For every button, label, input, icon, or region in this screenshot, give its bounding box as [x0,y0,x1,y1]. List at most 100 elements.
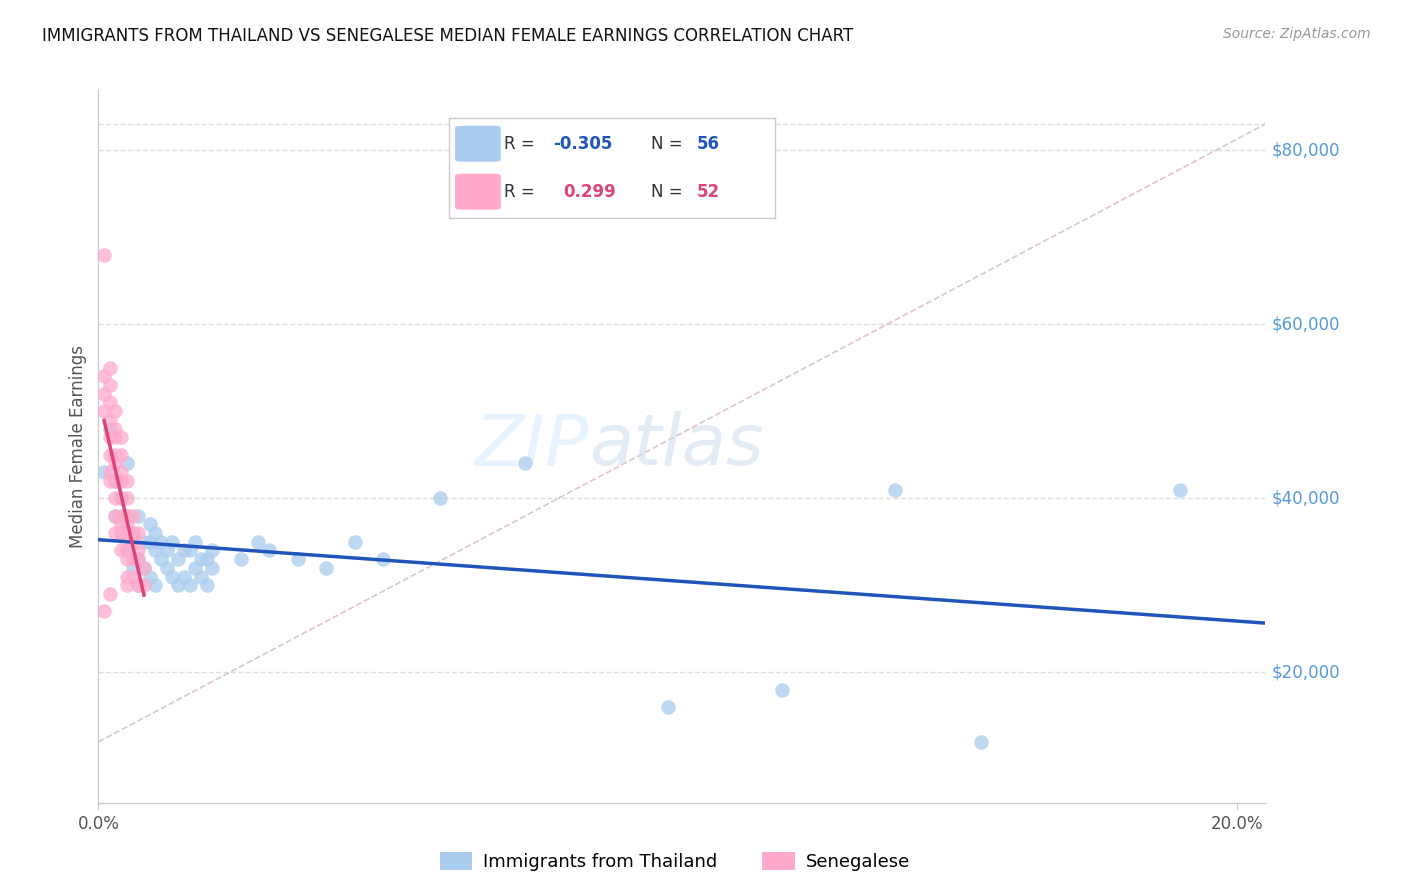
Point [110,526,132,541]
Point [121,526,143,541]
Point [179,578,201,592]
Point [257,543,280,558]
Y-axis label: Median Female Earnings: Median Female Earnings [69,344,87,548]
Point [1168,483,1191,497]
Point [173,569,195,583]
Point [115,578,138,592]
Point [138,569,160,583]
Point [115,508,138,523]
Point [115,474,138,488]
Point [884,483,907,497]
Point [190,569,212,583]
Text: $60,000: $60,000 [1271,315,1340,334]
Point [150,552,173,566]
Point [167,578,190,592]
Point [195,552,218,566]
Point [315,561,337,575]
Point [770,682,793,697]
Point [104,457,127,471]
Point [115,552,138,566]
Point [173,543,195,558]
Point [343,534,366,549]
Point [104,421,127,435]
Point [93,604,115,618]
Point [110,543,132,558]
Point [104,508,127,523]
Point [121,569,143,583]
Point [98,474,121,488]
Legend: Immigrants from Thailand, Senegalese: Immigrants from Thailand, Senegalese [433,845,917,879]
Point [115,543,138,558]
Point [110,517,132,532]
Point [121,508,143,523]
Point [93,386,115,401]
Point [104,448,127,462]
Point [93,247,115,261]
Point [127,552,149,566]
Point [143,526,166,541]
Point [156,561,179,575]
Point [132,578,155,592]
Point [127,552,149,566]
Point [138,534,160,549]
Point [93,465,115,479]
Point [98,421,121,435]
Point [195,578,218,592]
Point [287,552,309,566]
Point [115,517,138,532]
Point [657,700,679,714]
Point [184,561,207,575]
Point [127,526,149,541]
Point [156,543,179,558]
Point [98,587,121,601]
Point [167,552,190,566]
Point [115,569,138,583]
Point [115,457,138,471]
Point [179,543,201,558]
Point [110,465,132,479]
Point [138,517,160,532]
Point [93,404,115,418]
Point [132,561,155,575]
Point [110,448,132,462]
Point [110,526,132,541]
Point [371,552,394,566]
Point [201,561,224,575]
Point [127,508,149,523]
Text: atlas: atlas [589,411,763,481]
Point [162,534,184,549]
Point [110,430,132,444]
Point [229,552,252,566]
Point [246,534,269,549]
Point [127,543,149,558]
Point [98,395,121,409]
Point [127,578,149,592]
Point [190,552,212,566]
Point [104,430,127,444]
Point [104,404,127,418]
Point [104,526,127,541]
Point [132,534,155,549]
Point [98,465,121,479]
Point [110,491,132,506]
Point [429,491,451,506]
Text: $80,000: $80,000 [1271,141,1340,159]
Point [515,457,537,471]
Point [143,543,166,558]
Point [162,569,184,583]
Point [98,378,121,392]
Text: IMMIGRANTS FROM THAILAND VS SENEGALESE MEDIAN FEMALE EARNINGS CORRELATION CHART: IMMIGRANTS FROM THAILAND VS SENEGALESE M… [42,27,853,45]
Point [104,491,127,506]
Point [110,474,132,488]
Point [970,735,993,749]
Point [184,534,207,549]
Point [132,561,155,575]
Text: Source: ZipAtlas.com: Source: ZipAtlas.com [1223,27,1371,41]
Point [127,578,149,592]
Point [98,430,121,444]
Point [115,508,138,523]
Point [115,526,138,541]
Point [115,543,138,558]
Point [201,543,224,558]
Point [104,474,127,488]
